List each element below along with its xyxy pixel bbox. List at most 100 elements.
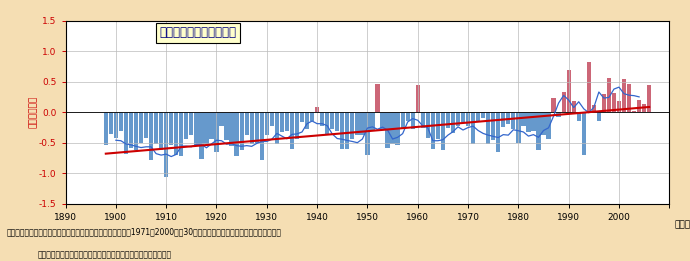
- Bar: [637, 100, 641, 112]
- Bar: [627, 84, 631, 112]
- Bar: [642, 104, 647, 112]
- Bar: [411, 112, 415, 129]
- Bar: [325, 112, 329, 135]
- Text: （年）: （年）: [675, 220, 690, 229]
- Y-axis label: 平年差（度）: 平年差（度）: [29, 96, 38, 128]
- Bar: [466, 112, 470, 126]
- Bar: [491, 112, 495, 140]
- Bar: [371, 112, 375, 130]
- Bar: [184, 112, 188, 139]
- Bar: [415, 85, 420, 112]
- Bar: [149, 112, 153, 160]
- Bar: [104, 112, 108, 145]
- Bar: [391, 112, 395, 144]
- Bar: [134, 112, 138, 150]
- Bar: [426, 112, 430, 138]
- Bar: [351, 112, 355, 139]
- Bar: [199, 112, 204, 158]
- Bar: [315, 107, 319, 112]
- Bar: [501, 112, 505, 127]
- Bar: [582, 112, 586, 155]
- Bar: [265, 112, 269, 135]
- Bar: [386, 112, 390, 147]
- Bar: [154, 112, 158, 144]
- Bar: [511, 112, 515, 129]
- Bar: [270, 112, 274, 126]
- Text: 日本の年平匀気温平年差: 日本の年平匀気温平年差: [160, 26, 237, 39]
- Bar: [360, 112, 364, 135]
- Bar: [441, 112, 445, 150]
- Bar: [164, 112, 168, 177]
- Bar: [562, 92, 566, 112]
- Bar: [285, 112, 289, 130]
- Bar: [239, 112, 244, 150]
- Bar: [355, 112, 359, 135]
- Bar: [375, 84, 380, 112]
- Bar: [526, 112, 531, 132]
- Bar: [406, 112, 410, 121]
- Bar: [551, 98, 555, 112]
- Bar: [592, 105, 596, 112]
- Bar: [275, 112, 279, 144]
- Bar: [566, 70, 571, 112]
- Bar: [461, 112, 465, 122]
- Bar: [340, 112, 344, 149]
- Bar: [224, 112, 228, 140]
- Bar: [607, 78, 611, 112]
- Bar: [305, 112, 309, 129]
- Bar: [159, 112, 164, 150]
- Text: （注）横グラフは、国内１７地点での年平匀気温の平年差（1971～2000年の30年平匀値との差）。青線は、平年差の５年: （注）横グラフは、国内１７地点での年平匀気温の平年差（1971～2000年の30…: [7, 227, 282, 236]
- Bar: [244, 112, 249, 135]
- Bar: [617, 101, 621, 112]
- Bar: [279, 112, 284, 132]
- Bar: [435, 112, 440, 139]
- Bar: [486, 112, 491, 144]
- Bar: [612, 93, 616, 112]
- Bar: [496, 112, 500, 152]
- Bar: [119, 112, 123, 130]
- Bar: [230, 112, 234, 146]
- Bar: [189, 112, 193, 135]
- Bar: [290, 112, 294, 149]
- Bar: [330, 112, 335, 129]
- Bar: [365, 112, 370, 155]
- Bar: [421, 112, 425, 128]
- Bar: [250, 112, 254, 144]
- Bar: [124, 112, 128, 154]
- Bar: [144, 112, 148, 138]
- Bar: [602, 94, 606, 112]
- Bar: [179, 112, 184, 156]
- Bar: [622, 79, 626, 112]
- Bar: [109, 112, 113, 134]
- Bar: [431, 112, 435, 149]
- Bar: [255, 112, 259, 143]
- Bar: [345, 112, 349, 149]
- Bar: [632, 111, 636, 112]
- Bar: [647, 85, 651, 112]
- Bar: [219, 112, 224, 126]
- Bar: [395, 112, 400, 145]
- Bar: [204, 112, 208, 144]
- Bar: [531, 112, 535, 130]
- Bar: [577, 112, 581, 121]
- Bar: [139, 112, 143, 143]
- Bar: [471, 112, 475, 144]
- Bar: [446, 112, 450, 128]
- Bar: [476, 112, 480, 121]
- Bar: [174, 112, 179, 155]
- Bar: [571, 101, 576, 112]
- Bar: [597, 112, 601, 121]
- Bar: [481, 112, 485, 118]
- Text: 移動平匀、赤線は、平年差の長期傾向を直線として表示したもの: 移動平匀、赤線は、平年差の長期傾向を直線として表示したもの: [38, 251, 172, 259]
- Bar: [259, 112, 264, 160]
- Bar: [586, 62, 591, 112]
- Bar: [300, 112, 304, 122]
- Bar: [320, 112, 324, 126]
- Bar: [556, 112, 561, 117]
- Bar: [456, 112, 460, 126]
- Bar: [506, 112, 511, 124]
- Bar: [451, 112, 455, 133]
- Bar: [400, 112, 405, 129]
- Bar: [235, 112, 239, 156]
- Bar: [516, 112, 520, 143]
